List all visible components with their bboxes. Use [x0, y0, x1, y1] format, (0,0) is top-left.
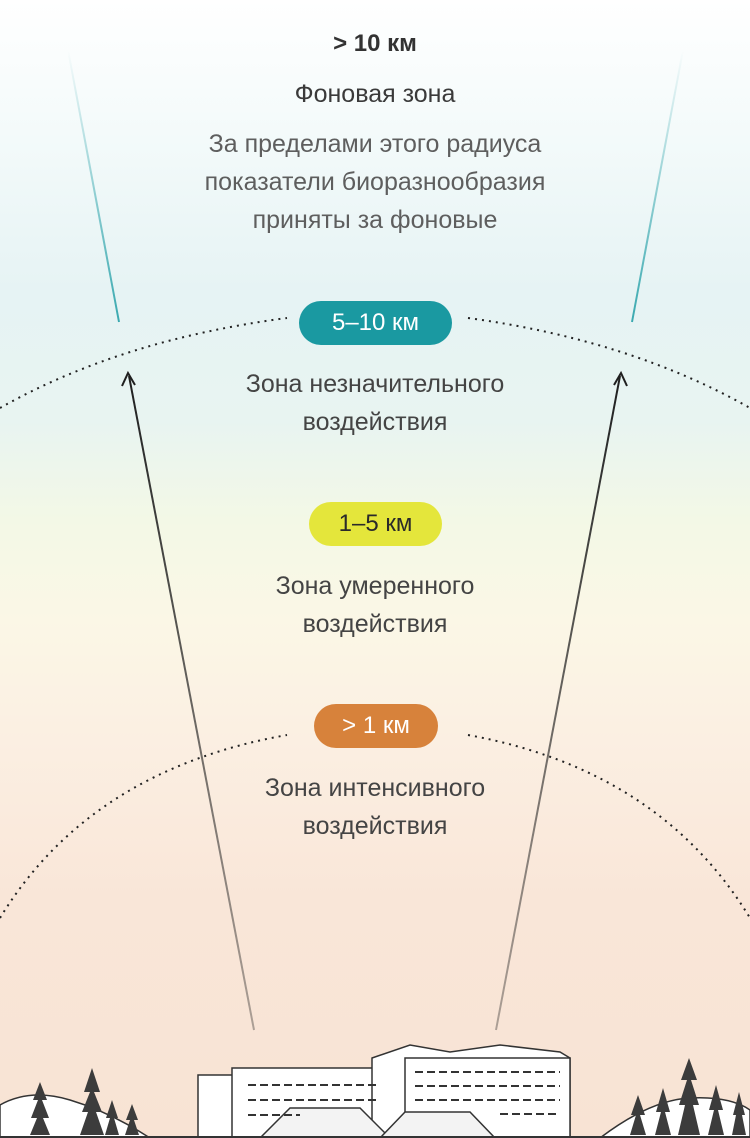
zone-label-line: Зона незначительного	[0, 365, 750, 403]
factory-building-icon	[198, 1045, 570, 1138]
zone-label-line: воздействия	[0, 403, 750, 441]
intensive-impact-zone-label: Зона интенсивного воздействия	[0, 769, 750, 845]
background-zone-title: Фоновая зона	[0, 80, 750, 109]
background-zone-description: За пределами этого радиуса показатели би…	[0, 125, 750, 239]
zone-label-line: Зона умеренного	[0, 567, 750, 605]
zone-label-line: воздействия	[0, 605, 750, 643]
arrow-up-icon	[122, 373, 254, 1030]
minor-impact-zone-label: Зона незначительного воздействия	[0, 365, 750, 441]
distance-badge-1-5km: 1–5 км	[309, 502, 442, 546]
description-line: За пределами этого радиуса	[0, 125, 750, 163]
distance-badge-5-10km: 5–10 км	[299, 301, 452, 345]
moderate-impact-zone-label: Зона умеренного воздействия	[0, 567, 750, 643]
distance-badge-1km: > 1 км	[314, 704, 438, 748]
hill-icon	[600, 1098, 750, 1138]
description-line: приняты за фоновые	[0, 201, 750, 239]
zone-label-line: воздействия	[0, 807, 750, 845]
arrow-up-icon	[496, 373, 627, 1030]
zone-label-line: Зона интенсивного	[0, 769, 750, 807]
description-line: показатели биоразнообразия	[0, 163, 750, 201]
background-zone-distance: > 10 км	[0, 30, 750, 58]
